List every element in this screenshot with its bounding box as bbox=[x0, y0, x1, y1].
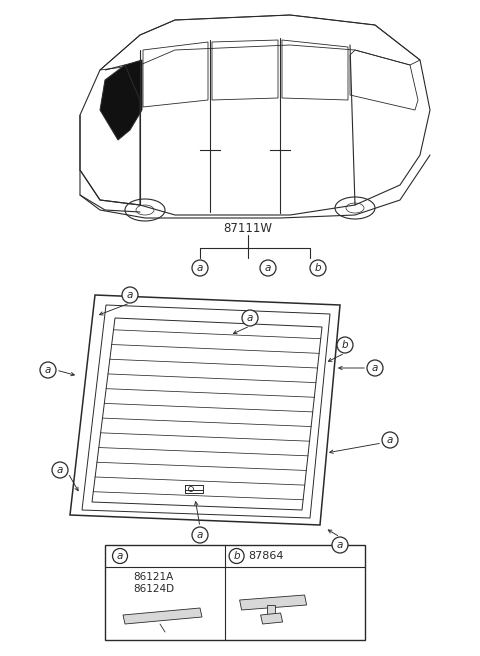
Polygon shape bbox=[266, 605, 275, 618]
Circle shape bbox=[112, 548, 128, 564]
Circle shape bbox=[229, 548, 244, 564]
Text: a: a bbox=[127, 290, 133, 300]
Text: a: a bbox=[387, 435, 393, 445]
Text: 87864: 87864 bbox=[249, 551, 284, 561]
Circle shape bbox=[367, 360, 383, 376]
Text: 86124D: 86124D bbox=[133, 584, 174, 594]
Text: a: a bbox=[372, 363, 378, 373]
Polygon shape bbox=[123, 608, 202, 624]
Circle shape bbox=[337, 337, 353, 353]
Circle shape bbox=[52, 462, 68, 478]
Text: a: a bbox=[197, 530, 203, 540]
Text: a: a bbox=[265, 263, 271, 273]
Text: b: b bbox=[233, 551, 240, 561]
Circle shape bbox=[332, 537, 348, 553]
Text: 86121A: 86121A bbox=[133, 572, 173, 582]
Polygon shape bbox=[100, 60, 142, 140]
Circle shape bbox=[192, 260, 208, 276]
Text: b: b bbox=[342, 340, 348, 350]
Text: a: a bbox=[247, 313, 253, 323]
Text: a: a bbox=[45, 365, 51, 375]
Bar bbox=[105, 545, 365, 640]
Text: a: a bbox=[337, 540, 343, 550]
Circle shape bbox=[242, 310, 258, 326]
Circle shape bbox=[122, 287, 138, 303]
Circle shape bbox=[260, 260, 276, 276]
Polygon shape bbox=[261, 613, 283, 624]
Text: b: b bbox=[315, 263, 321, 273]
Text: a: a bbox=[197, 263, 203, 273]
Text: 87111W: 87111W bbox=[224, 222, 273, 234]
Circle shape bbox=[382, 432, 398, 448]
Circle shape bbox=[40, 362, 56, 378]
Circle shape bbox=[310, 260, 326, 276]
Polygon shape bbox=[240, 595, 307, 610]
Text: a: a bbox=[57, 465, 63, 475]
Circle shape bbox=[192, 527, 208, 543]
Text: a: a bbox=[117, 551, 123, 561]
